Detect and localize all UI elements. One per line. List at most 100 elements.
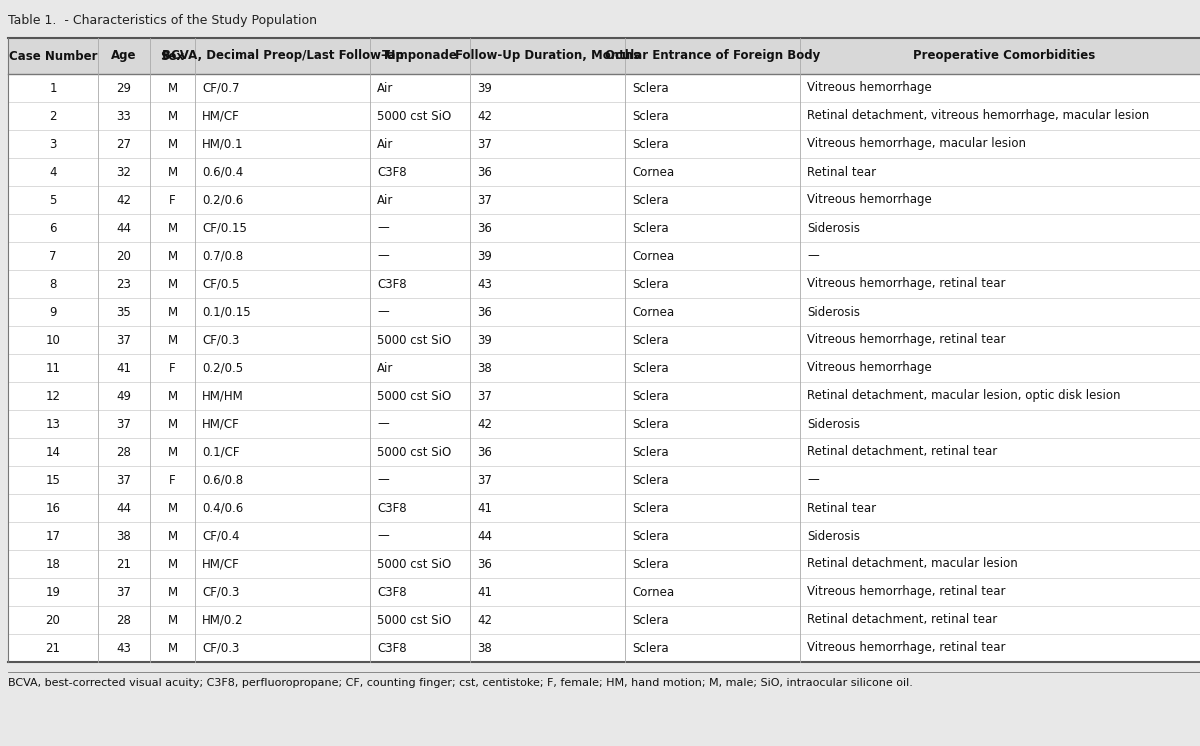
Text: HM/0.2: HM/0.2 <box>202 613 244 627</box>
Text: Ocular Entrance of Foreign Body: Ocular Entrance of Foreign Body <box>605 49 820 63</box>
Text: Sclera: Sclera <box>632 137 668 151</box>
Text: Sclera: Sclera <box>632 557 668 571</box>
Text: Sclera: Sclera <box>632 333 668 346</box>
Text: CF/0.3: CF/0.3 <box>202 642 239 654</box>
Text: M: M <box>168 557 178 571</box>
Text: Retinal detachment, retinal tear: Retinal detachment, retinal tear <box>808 613 997 627</box>
Text: Siderosis: Siderosis <box>808 306 860 319</box>
Text: M: M <box>168 333 178 346</box>
Text: 20: 20 <box>46 613 60 627</box>
Text: 10: 10 <box>46 333 60 346</box>
Text: 37: 37 <box>478 389 492 403</box>
Text: Sclera: Sclera <box>632 362 668 374</box>
Text: C3F8: C3F8 <box>377 166 407 178</box>
Text: 41: 41 <box>478 501 492 515</box>
Text: Siderosis: Siderosis <box>808 530 860 542</box>
Text: Siderosis: Siderosis <box>808 418 860 430</box>
Text: Preoperative Comorbidities: Preoperative Comorbidities <box>913 49 1096 63</box>
Text: 37: 37 <box>478 193 492 207</box>
Text: 5: 5 <box>49 193 56 207</box>
Text: HM/0.1: HM/0.1 <box>202 137 244 151</box>
Text: 5000 cst SiO: 5000 cst SiO <box>377 333 451 346</box>
Text: M: M <box>168 166 178 178</box>
Text: 41: 41 <box>116 362 132 374</box>
Text: 3: 3 <box>49 137 56 151</box>
Text: 36: 36 <box>478 306 492 319</box>
Text: C3F8: C3F8 <box>377 278 407 290</box>
Text: —: — <box>808 249 818 263</box>
Text: 37: 37 <box>116 474 132 486</box>
Text: 28: 28 <box>116 613 132 627</box>
Text: 44: 44 <box>116 222 132 234</box>
Text: Vitreous hemorrhage: Vitreous hemorrhage <box>808 193 931 207</box>
Text: 43: 43 <box>478 278 492 290</box>
Text: 0.1/CF: 0.1/CF <box>202 445 240 459</box>
Text: Sclera: Sclera <box>632 642 668 654</box>
Text: —: — <box>377 418 389 430</box>
Text: 42: 42 <box>478 110 492 122</box>
Text: HM/HM: HM/HM <box>202 389 244 403</box>
Text: 17: 17 <box>46 530 60 542</box>
Text: Siderosis: Siderosis <box>808 222 860 234</box>
Text: HM/CF: HM/CF <box>202 418 240 430</box>
Text: Air: Air <box>377 193 394 207</box>
Text: F: F <box>169 474 176 486</box>
Text: M: M <box>168 306 178 319</box>
Text: —: — <box>377 306 389 319</box>
Text: Air: Air <box>377 137 394 151</box>
Text: Sclera: Sclera <box>632 445 668 459</box>
Bar <box>8 38 1200 662</box>
Text: Sclera: Sclera <box>632 613 668 627</box>
Text: Retinal detachment, vitreous hemorrhage, macular lesion: Retinal detachment, vitreous hemorrhage,… <box>808 110 1150 122</box>
Text: 27: 27 <box>116 137 132 151</box>
Text: 37: 37 <box>478 137 492 151</box>
Text: 6: 6 <box>49 222 56 234</box>
Text: Sex: Sex <box>161 49 185 63</box>
Text: 0.2/0.6: 0.2/0.6 <box>202 193 244 207</box>
Text: 28: 28 <box>116 445 132 459</box>
Text: Sclera: Sclera <box>632 530 668 542</box>
Text: Retinal detachment, macular lesion: Retinal detachment, macular lesion <box>808 557 1018 571</box>
Text: Vitreous hemorrhage: Vitreous hemorrhage <box>808 81 931 95</box>
Text: M: M <box>168 137 178 151</box>
Text: M: M <box>168 613 178 627</box>
Text: 44: 44 <box>116 501 132 515</box>
Text: 21: 21 <box>116 557 132 571</box>
Text: Air: Air <box>377 81 394 95</box>
Text: 7: 7 <box>49 249 56 263</box>
Text: 9: 9 <box>49 306 56 319</box>
Text: 36: 36 <box>478 445 492 459</box>
Text: 33: 33 <box>116 110 131 122</box>
Text: CF/0.5: CF/0.5 <box>202 278 239 290</box>
Text: HM/CF: HM/CF <box>202 110 240 122</box>
Text: 4: 4 <box>49 166 56 178</box>
Text: M: M <box>168 249 178 263</box>
Text: 18: 18 <box>46 557 60 571</box>
Text: 0.6/0.4: 0.6/0.4 <box>202 166 244 178</box>
Text: Vitreous hemorrhage, retinal tear: Vitreous hemorrhage, retinal tear <box>808 642 1006 654</box>
Text: 32: 32 <box>116 166 132 178</box>
Text: CF/0.3: CF/0.3 <box>202 333 239 346</box>
Text: 41: 41 <box>478 586 492 598</box>
Text: M: M <box>168 81 178 95</box>
Text: Retinal tear: Retinal tear <box>808 501 876 515</box>
Text: 38: 38 <box>478 642 492 654</box>
Text: 0.6/0.8: 0.6/0.8 <box>202 474 244 486</box>
Text: F: F <box>169 193 176 207</box>
Text: Sclera: Sclera <box>632 418 668 430</box>
Text: 29: 29 <box>116 81 132 95</box>
Text: 15: 15 <box>46 474 60 486</box>
Text: 37: 37 <box>116 418 132 430</box>
Text: 43: 43 <box>116 642 132 654</box>
Text: Retinal detachment, retinal tear: Retinal detachment, retinal tear <box>808 445 997 459</box>
Text: M: M <box>168 110 178 122</box>
Text: 21: 21 <box>46 642 60 654</box>
Text: 0.1/0.15: 0.1/0.15 <box>202 306 251 319</box>
Text: 44: 44 <box>478 530 492 542</box>
Text: Vitreous hemorrhage, macular lesion: Vitreous hemorrhage, macular lesion <box>808 137 1026 151</box>
Text: 0.4/0.6: 0.4/0.6 <box>202 501 244 515</box>
Text: 5000 cst SiO: 5000 cst SiO <box>377 445 451 459</box>
Text: —: — <box>808 474 818 486</box>
Text: 5000 cst SiO: 5000 cst SiO <box>377 389 451 403</box>
Text: 42: 42 <box>478 613 492 627</box>
